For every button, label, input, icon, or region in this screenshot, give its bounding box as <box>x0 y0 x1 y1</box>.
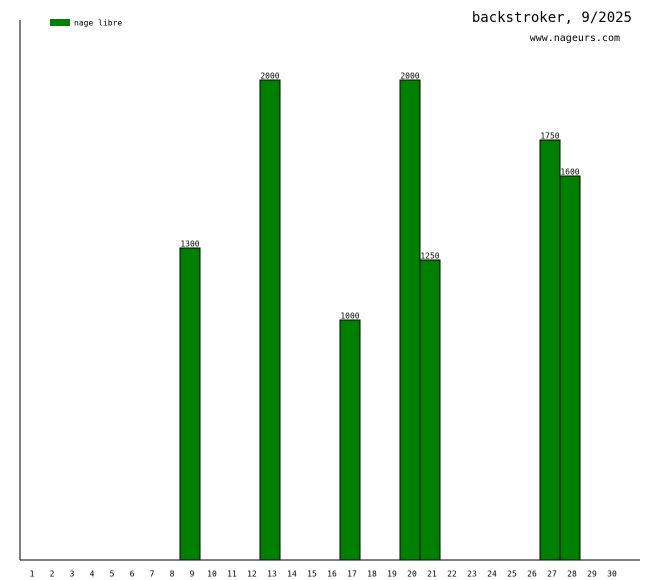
x-tick-label: 21 <box>427 570 437 579</box>
x-tick-label: 17 <box>347 570 357 579</box>
x-tick-label: 25 <box>507 570 517 579</box>
x-tick-label: 19 <box>387 570 397 579</box>
legend-label: nage libre <box>74 19 122 28</box>
x-tick-label: 13 <box>267 570 277 579</box>
x-tick-label: 18 <box>367 570 377 579</box>
x-tick-label: 26 <box>527 570 537 579</box>
x-tick-label: 12 <box>247 570 257 579</box>
chart-subtitle: www.nageurs.com <box>530 33 620 44</box>
data-label: 2000 <box>260 72 279 81</box>
x-tick-label: 9 <box>190 570 195 579</box>
x-tick-label: 16 <box>327 570 337 579</box>
x-tick-label: 8 <box>170 570 175 579</box>
chart-title: backstroker, 9/2025 <box>472 10 632 26</box>
x-tick-label: 5 <box>110 570 115 579</box>
bar <box>419 259 441 561</box>
x-tick-label: 7 <box>150 570 155 579</box>
x-tick-label: 29 <box>587 570 597 579</box>
data-label: 2000 <box>400 72 419 81</box>
data-label: 1250 <box>420 252 439 261</box>
x-tick-label: 10 <box>207 570 217 579</box>
x-tick-label: 22 <box>447 570 457 579</box>
x-tick-label: 1 <box>30 570 35 579</box>
x-tick-label: 2 <box>50 570 55 579</box>
bar <box>399 79 421 561</box>
x-tick-label: 23 <box>467 570 477 579</box>
data-label: 1300 <box>180 240 199 249</box>
legend-swatch <box>50 19 70 26</box>
x-tick-label: 3 <box>70 570 75 579</box>
x-tick-label: 11 <box>227 570 237 579</box>
bar <box>559 175 581 561</box>
bar <box>539 139 561 561</box>
x-tick-label: 15 <box>307 570 317 579</box>
data-label: 1750 <box>540 132 559 141</box>
x-tick-label: 24 <box>487 570 497 579</box>
bar <box>259 79 281 561</box>
bar <box>179 247 201 561</box>
data-label: 1600 <box>560 168 579 177</box>
x-tick-label: 14 <box>287 570 297 579</box>
x-tick-label: 30 <box>607 570 617 579</box>
x-tick-label: 27 <box>547 570 557 579</box>
x-tick-label: 28 <box>567 570 577 579</box>
x-tick-label: 20 <box>407 570 417 579</box>
bar <box>339 319 361 561</box>
x-tick-label: 4 <box>90 570 95 579</box>
data-label: 1000 <box>340 312 359 321</box>
x-tick-label: 6 <box>130 570 135 579</box>
